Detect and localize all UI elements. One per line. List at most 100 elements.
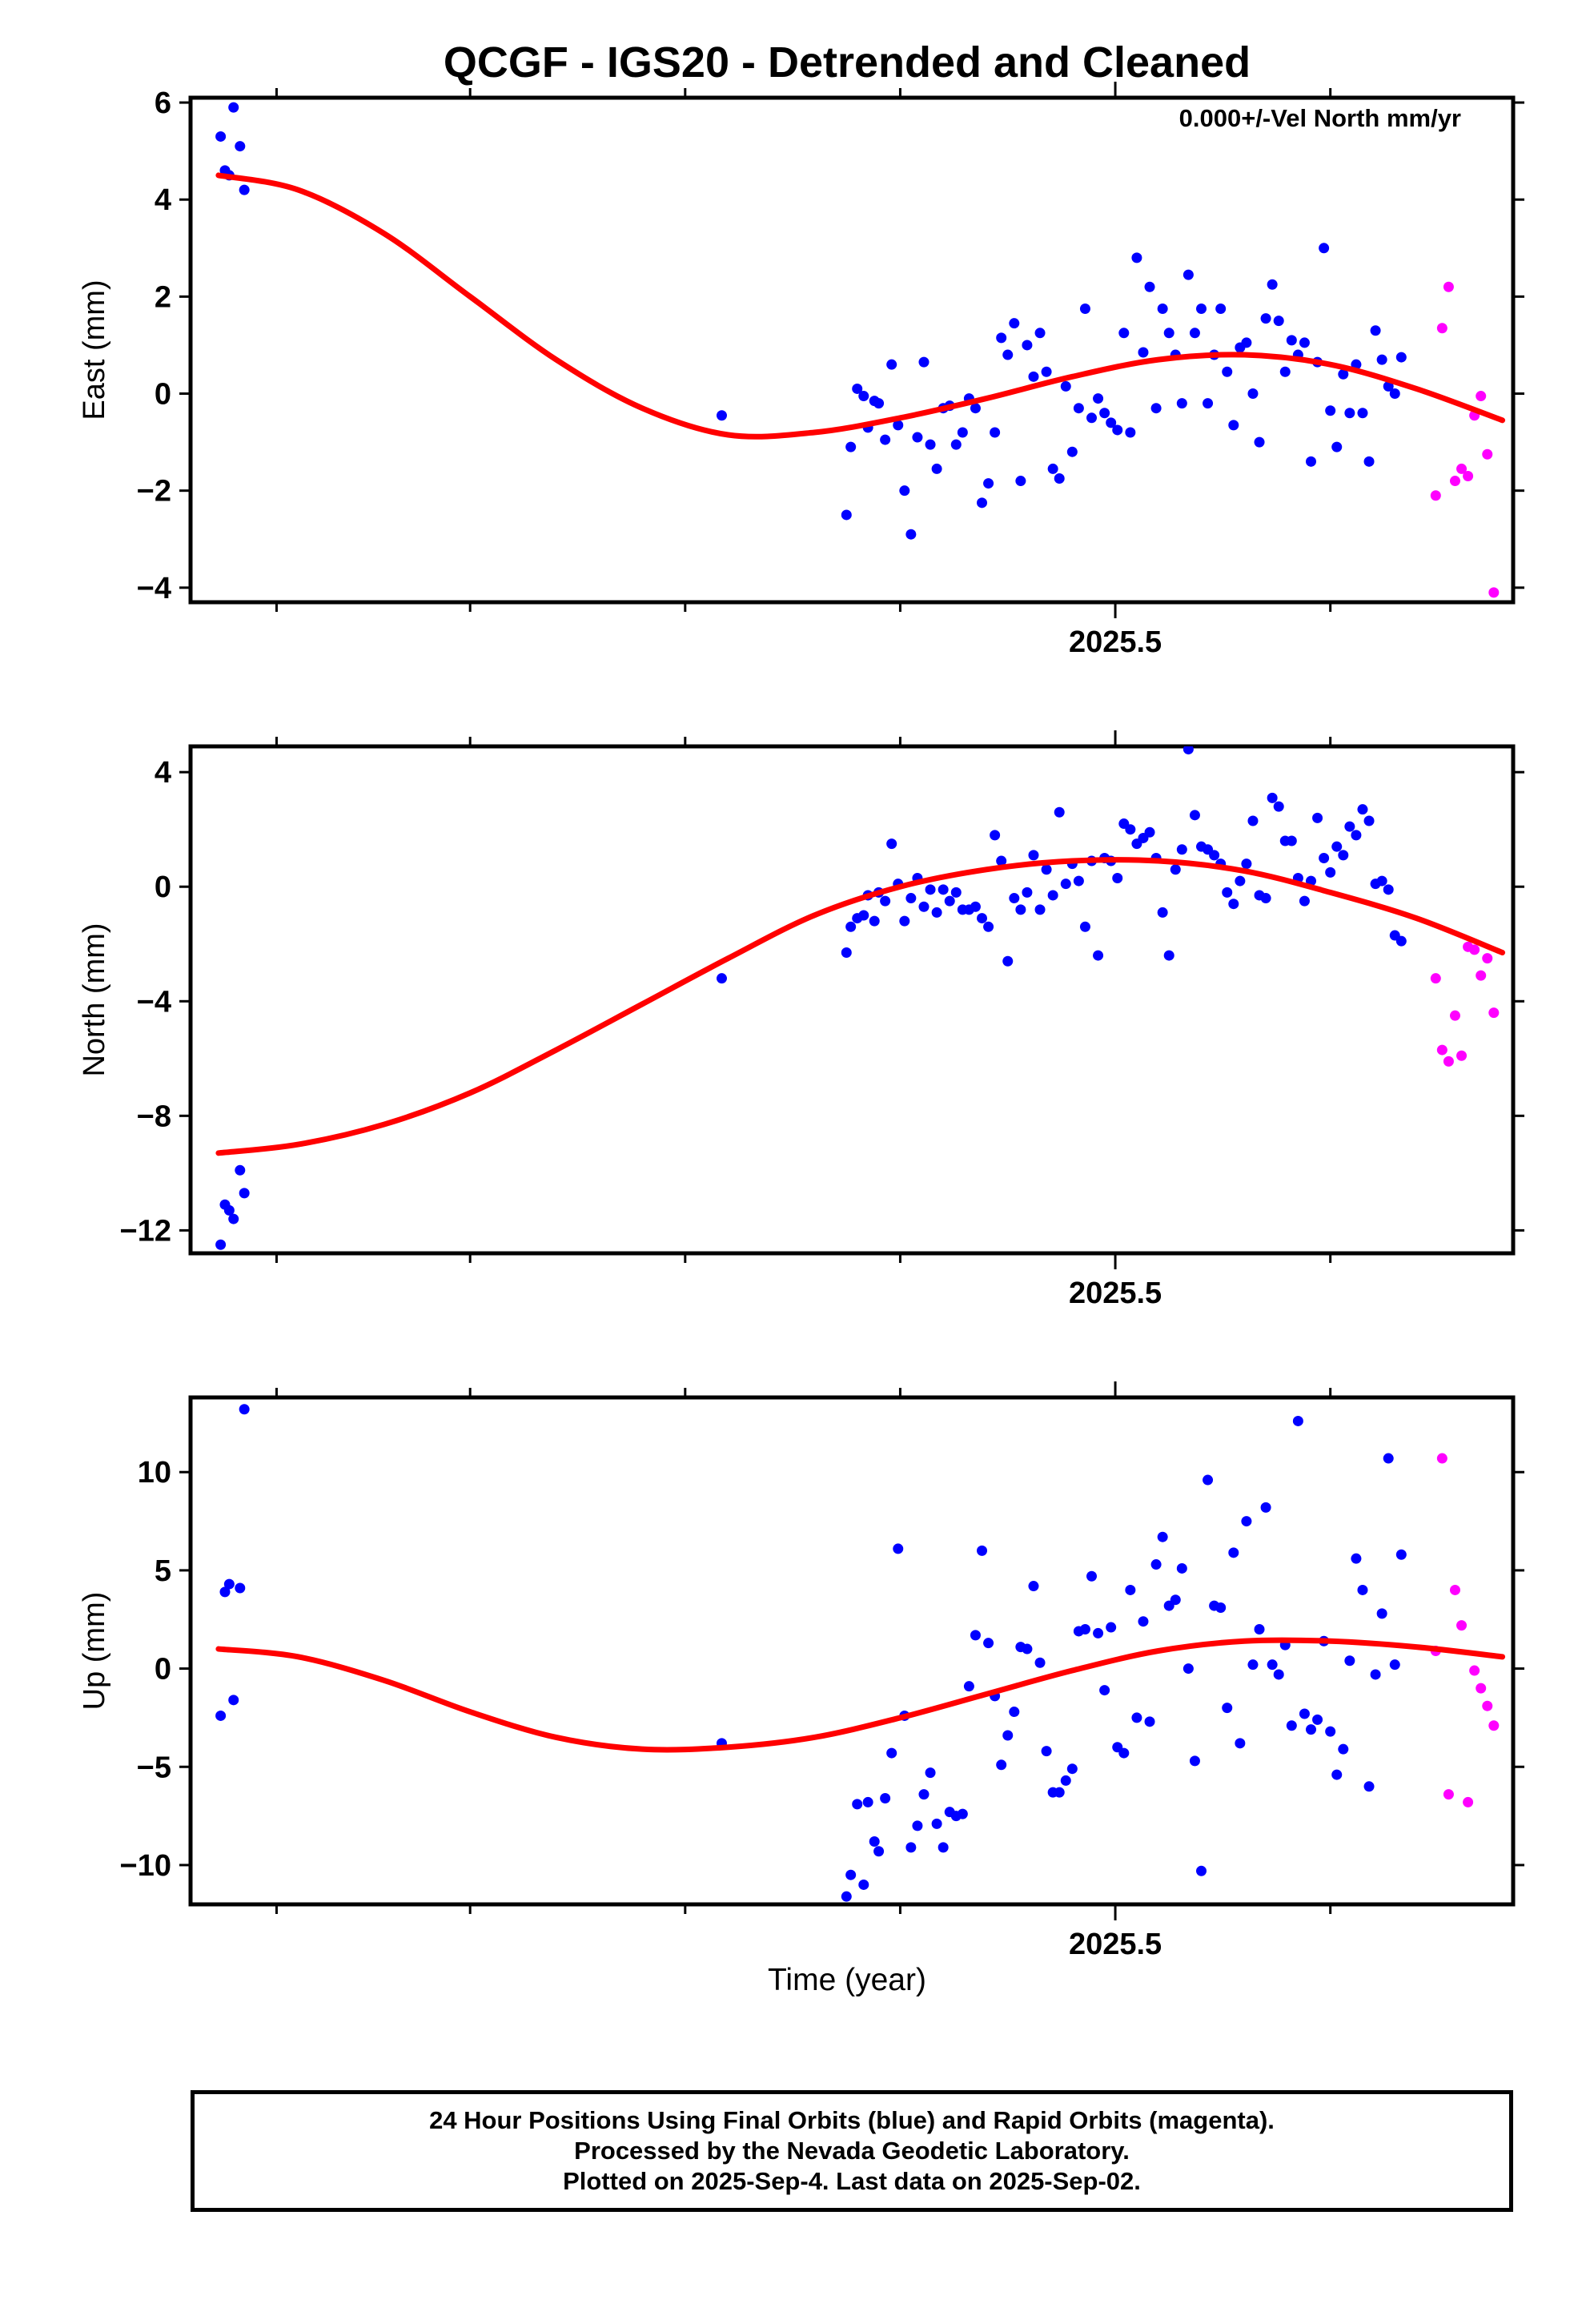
- final-point: [1022, 1643, 1033, 1655]
- y-tick-label: −4: [137, 985, 171, 1019]
- final-point: [1009, 1707, 1020, 1718]
- rapid-point: [1456, 463, 1468, 474]
- fit-curve: [215, 857, 1506, 1156]
- y-tick-label: −10: [120, 1849, 171, 1883]
- final-point: [983, 478, 994, 489]
- final-point: [239, 184, 250, 195]
- y-tick-label: −12: [120, 1214, 171, 1248]
- final-point: [1041, 1746, 1052, 1757]
- final-point: [239, 1188, 250, 1199]
- final-point: [1176, 844, 1187, 855]
- final-point: [228, 1695, 239, 1706]
- final-point: [1196, 1865, 1207, 1876]
- final-point: [1066, 1763, 1078, 1775]
- final-point: [1273, 316, 1284, 327]
- final-point: [1351, 1553, 1362, 1564]
- final-point: [1228, 1547, 1239, 1558]
- final-point: [1125, 1584, 1136, 1595]
- final-point: [235, 141, 246, 152]
- final-point: [1112, 424, 1123, 436]
- rapid-point: [1463, 471, 1474, 481]
- data-layer: [215, 102, 1506, 598]
- final-point: [1157, 907, 1168, 918]
- final-point: [970, 901, 981, 912]
- final-point: [983, 921, 994, 932]
- final-point: [1015, 476, 1026, 487]
- final-point: [1182, 746, 1194, 755]
- final-point: [880, 1793, 891, 1804]
- final-point: [1176, 398, 1187, 409]
- final-point: [899, 485, 910, 497]
- final-point: [893, 420, 904, 431]
- final-point: [1363, 456, 1375, 467]
- final-point: [1176, 1562, 1187, 1574]
- final-point: [886, 838, 897, 850]
- final-point: [886, 1747, 897, 1759]
- final-point: [996, 1759, 1007, 1771]
- final-point: [1395, 352, 1407, 363]
- final-point: [1002, 1730, 1014, 1741]
- rapid-point: [1476, 970, 1487, 981]
- panel-frame: [188, 744, 1516, 1256]
- final-point: [1022, 887, 1033, 898]
- x-tick-label: 2025.5: [1069, 625, 1162, 659]
- rapid-point: [1488, 1720, 1500, 1731]
- final-point: [1073, 403, 1084, 414]
- final-point: [1131, 252, 1142, 263]
- final-point: [1093, 950, 1104, 961]
- rapid-point: [1482, 953, 1493, 964]
- final-point: [1370, 1669, 1381, 1680]
- final-point: [1203, 1474, 1214, 1486]
- final-point: [1163, 950, 1174, 961]
- final-point: [841, 947, 852, 958]
- final-point: [1015, 904, 1026, 915]
- final-point: [1028, 850, 1039, 861]
- final-point: [1060, 380, 1071, 392]
- final-point: [996, 855, 1007, 866]
- final-point: [1182, 269, 1194, 280]
- panels: 6 4 2 0 −2 −4 2025.5 East (mm) 0.000+/-Vel North…: [78, 82, 1524, 1961]
- rapid-point: [1443, 281, 1454, 292]
- final-point: [918, 1789, 930, 1800]
- final-point: [215, 1710, 227, 1721]
- rapid-point: [1463, 1796, 1474, 1807]
- fit-curve: [215, 172, 1506, 440]
- final-point: [228, 102, 239, 113]
- final-point: [938, 1842, 949, 1853]
- final-point: [1093, 393, 1104, 404]
- final-point: [1099, 1685, 1110, 1696]
- final-point: [239, 1404, 250, 1415]
- final-point: [912, 1820, 923, 1831]
- final-point: [938, 884, 949, 895]
- final-point: [1325, 405, 1336, 416]
- rapid-point: [1456, 1050, 1468, 1061]
- final-point: [1157, 1531, 1168, 1542]
- final-point: [1292, 1415, 1303, 1426]
- final-point: [1054, 473, 1065, 485]
- final-point: [1144, 826, 1155, 838]
- final-point: [1325, 866, 1336, 878]
- final-point: [1260, 893, 1271, 904]
- final-point: [1305, 456, 1316, 467]
- final-point: [1079, 1624, 1090, 1635]
- rapid-point: [1482, 448, 1493, 460]
- final-point: [1054, 806, 1065, 818]
- final-point: [1363, 815, 1375, 826]
- final-point: [977, 1545, 988, 1556]
- y-tick-label: 2: [155, 280, 171, 314]
- final-point: [1331, 441, 1343, 452]
- y-tick-label: −5: [137, 1751, 171, 1784]
- final-point: [1138, 1616, 1149, 1627]
- final-point: [1002, 955, 1014, 967]
- y-axis-label: North (mm): [78, 923, 111, 1076]
- final-point: [1357, 804, 1368, 815]
- final-point: [1383, 1453, 1394, 1464]
- final-point: [931, 1818, 942, 1829]
- final-point: [970, 403, 981, 414]
- final-point: [1028, 371, 1039, 382]
- y-tick-label: 6: [155, 86, 171, 120]
- final-point: [1286, 335, 1297, 346]
- final-point: [1351, 830, 1362, 841]
- panel-up: 10 5 0 −5 −10 2025.5 Up (mm): [78, 1381, 1524, 1961]
- final-point: [215, 131, 227, 142]
